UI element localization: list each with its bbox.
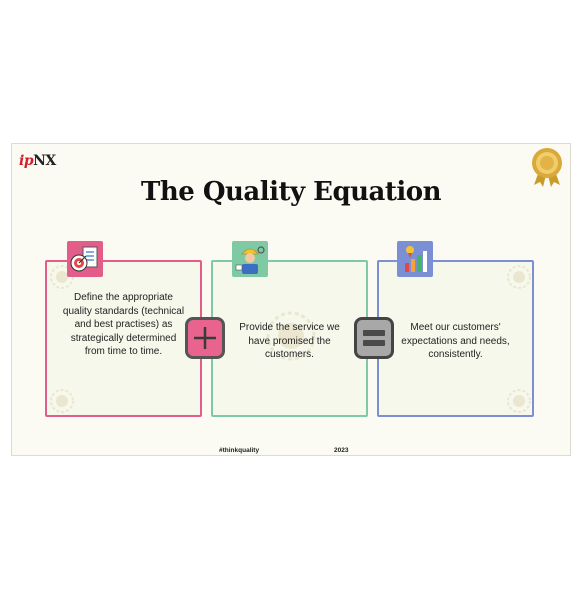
growth-chart-icon bbox=[397, 241, 433, 277]
equals-icon bbox=[363, 330, 385, 346]
card-provide-service: Provide the service we have promised the… bbox=[211, 260, 368, 417]
card-define-standards: Define the appropriate quality standards… bbox=[45, 260, 202, 417]
engineer-worker-icon bbox=[232, 241, 268, 277]
plus-icon bbox=[194, 327, 216, 349]
seal-watermark-icon bbox=[266, 311, 316, 361]
seal-watermark-icon bbox=[507, 389, 531, 413]
plus-operator bbox=[185, 317, 225, 359]
seal-watermark-icon bbox=[50, 389, 74, 413]
seal-watermark-icon bbox=[50, 265, 74, 289]
ipnx-logo: ipNX bbox=[19, 153, 56, 169]
card-meet-expectations: Meet our customers' expectations and nee… bbox=[377, 260, 534, 417]
slide-title: The Quality Equation bbox=[140, 177, 442, 207]
card-text: Define the appropriate quality standards… bbox=[62, 292, 185, 357]
logo-nx-text: NX bbox=[33, 153, 56, 169]
card-text: Meet our customers' expectations and nee… bbox=[401, 322, 510, 360]
target-document-icon bbox=[67, 241, 103, 277]
card-text: Provide the service we have promised the… bbox=[239, 322, 340, 360]
equals-operator bbox=[354, 317, 394, 359]
slide: ipNX The Quality Equation Define the app… bbox=[11, 143, 571, 456]
gold-medal-icon bbox=[532, 148, 562, 187]
footer-hashtag: #thinkquality bbox=[219, 447, 260, 454]
logo-ip-text: ip bbox=[19, 153, 34, 169]
footer-year: 2023 bbox=[334, 447, 349, 454]
seal-watermark-icon bbox=[507, 265, 531, 289]
